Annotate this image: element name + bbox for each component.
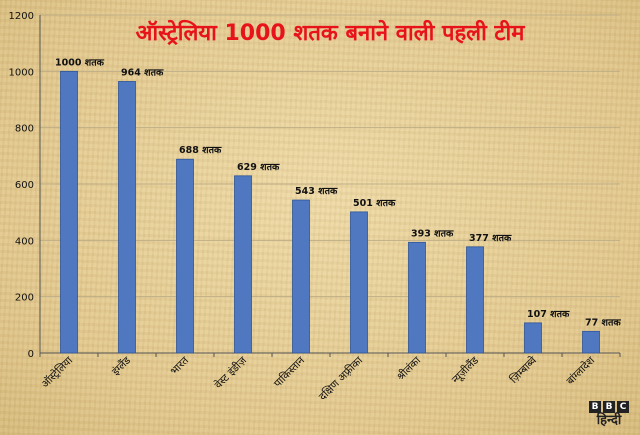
chart-title: ऑस्ट्रेलिया 1000 शतक बनाने वाली पहली टीम: [136, 19, 526, 46]
x-tick-label-9: ज़िम्बाब्वे: [507, 354, 539, 386]
bar-10: [582, 330, 600, 354]
data-label-1: 1000 शतक: [55, 57, 105, 68]
y-tick-label: 0: [28, 349, 34, 360]
data-label-9: 107 शतक: [527, 309, 570, 320]
x-tick-label-2: इंग्लैंड: [109, 354, 133, 378]
bbc-block-2: B: [603, 401, 615, 413]
y-tick-label: 200: [15, 293, 34, 304]
data-label-5: 543 शतक: [295, 186, 338, 197]
bar-3: [176, 158, 194, 354]
y-tick-label: 1000: [9, 67, 34, 78]
x-tick-label-7: श्रीलंका: [394, 354, 423, 383]
gridlines: [40, 14, 620, 354]
bbc-block-1: B: [589, 401, 601, 413]
bar-9: [524, 322, 542, 354]
data-label-10: 77 शतक: [585, 317, 621, 328]
data-label-8: 377 शतक: [469, 233, 512, 244]
bar-6: [350, 211, 368, 354]
y-tick-labels: 0 200 400 600 800 1000 1200: [9, 11, 34, 360]
bar-8: [466, 246, 484, 354]
x-tick-label-3: भारत: [168, 354, 192, 378]
bbc-block-3: C: [617, 401, 629, 413]
x-tick-label-4: वेस्ट इंडीज़: [212, 354, 250, 392]
bbc-hindi-text: हिन्दी: [596, 413, 622, 428]
x-tick-label-10: बांग्लादेश: [564, 353, 598, 387]
y-tick-label: 1200: [9, 11, 34, 22]
bbc-hindi-logo: B B C हिन्दी: [586, 401, 632, 429]
data-label-6: 501 शतक: [353, 198, 396, 209]
x-tick-label-8: न्यूज़ीलैंड: [449, 354, 481, 386]
bbc-blocks: B B C: [586, 401, 632, 413]
y-tick-label: 600: [15, 180, 34, 191]
bar-7: [408, 241, 426, 354]
bar-1: [60, 70, 78, 354]
x-tick-labels: ऑस्ट्रेलिया इंग्लैंड भारत वेस्ट इंडीज़ पाकिस…: [39, 353, 598, 403]
data-label-3: 688 शतक: [179, 145, 222, 156]
x-tick-label-1: ऑस्ट्रेलिया: [39, 354, 76, 391]
bar-4: [234, 175, 252, 354]
data-label-2: 964 शतक: [121, 67, 164, 78]
bar-5: [292, 199, 310, 354]
axes: [39, 15, 621, 357]
bar-2: [118, 81, 136, 354]
x-tick-label-5: पाकिस्तान: [271, 354, 307, 390]
bars: [60, 70, 600, 354]
x-tick-label-6: दक्षिण अफ़्रीका: [316, 354, 365, 403]
data-label-4: 629 शतक: [237, 162, 280, 173]
y-tick-label: 400: [15, 236, 34, 247]
data-labels: 1000 शतक 964 शतक 688 शतक 629 शतक 543 शतक 501 …: [55, 57, 621, 328]
data-label-7: 393 शतक: [411, 228, 454, 239]
y-tick-label: 800: [15, 124, 34, 135]
